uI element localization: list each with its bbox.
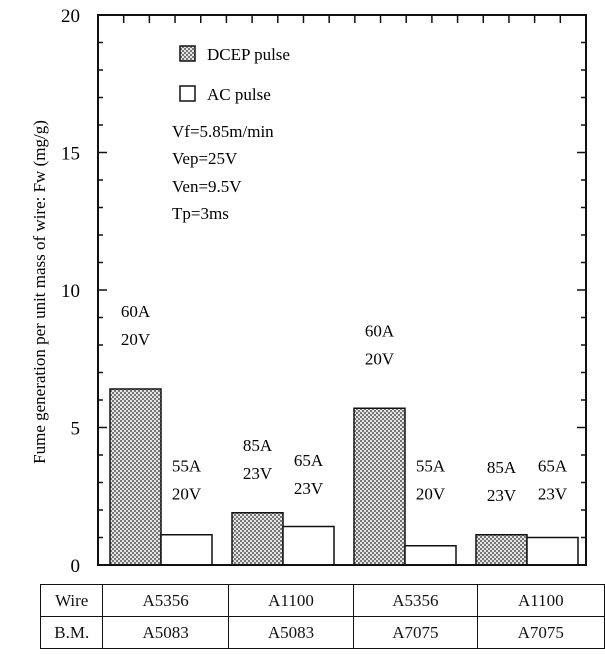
y-axis-label: Fume generation per unit mass of wire: F… (30, 120, 49, 464)
condition-tp: Tp=3ms (172, 204, 229, 223)
condition-vep: Vep=25V (172, 149, 238, 168)
bar-label-dcep: 23V (243, 464, 273, 483)
y-tick-label: 0 (71, 556, 81, 577)
y-tick-label: 20 (61, 6, 80, 27)
table-cell: A5083 (227, 616, 355, 649)
bar-dcep-pulse (353, 407, 406, 566)
bar-ac-pulse (526, 536, 579, 566)
wire-basemetal-table: Wire A5356 A1100 A5356 A1100 B.M. A5083 … (39, 584, 605, 649)
bar-label-ac: 23V (538, 485, 568, 504)
table-row-base-metal: B.M. A5083 A5083 A7075 A7075 (39, 616, 605, 649)
legend-label-ac: AC pulse (207, 85, 271, 104)
table-cell: A5356 (102, 584, 229, 617)
legend-label-dcep: DCEP pulse (207, 45, 290, 64)
table-cell: A5356 (353, 584, 478, 617)
bar-label-dcep: 60A (365, 321, 395, 340)
bar-label-dcep: 60A (121, 302, 151, 321)
y-tick-label: 10 (61, 281, 80, 302)
bar-dcep-pulse (475, 534, 528, 566)
bar-label-ac: 65A (538, 457, 568, 476)
condition-vf: Vf=5.85m/min (172, 122, 274, 141)
condition-ven: Ven=9.5V (172, 177, 242, 196)
bar-label-dcep: 23V (487, 486, 517, 505)
bar-label-ac: 55A (172, 457, 202, 476)
table-cell: A7075 (353, 616, 478, 649)
bar-ac-pulse (404, 545, 457, 566)
bar-label-ac: 55A (416, 457, 446, 476)
plot-frame (97, 14, 587, 566)
bar-label-dcep: 20V (121, 330, 151, 349)
table-cell: A5083 (102, 616, 229, 649)
bar-ac-pulse (160, 534, 213, 566)
bar-label-ac: 23V (294, 479, 324, 498)
table-cell: A7075 (476, 616, 605, 649)
table-row-wire: Wire A5356 A1100 A5356 A1100 (39, 584, 605, 617)
bar-dcep-pulse (231, 512, 284, 566)
table-cell: A1100 (227, 584, 355, 617)
y-tick-label: 15 (61, 144, 80, 165)
bar-label-dcep: 85A (243, 436, 273, 455)
bar-dcep-pulse (109, 388, 162, 566)
table-row-label: Wire (39, 584, 104, 617)
bar-label-ac: 65A (294, 451, 324, 470)
bar-label-ac: 20V (172, 485, 202, 504)
bar-label-ac: 20V (416, 485, 446, 504)
bar-label-dcep: 20V (365, 349, 395, 368)
bar-label-dcep: 85A (487, 458, 517, 477)
bar-ac-pulse (282, 525, 335, 566)
legend-swatch-ac (179, 85, 196, 102)
table-cell: A1100 (476, 584, 605, 617)
fume-chart: Fume generation per unit mass of wire: F… (30, 6, 587, 577)
table-row-label: B.M. (39, 616, 104, 649)
legend-swatch-dcep (179, 45, 196, 62)
y-tick-label: 5 (71, 419, 81, 440)
